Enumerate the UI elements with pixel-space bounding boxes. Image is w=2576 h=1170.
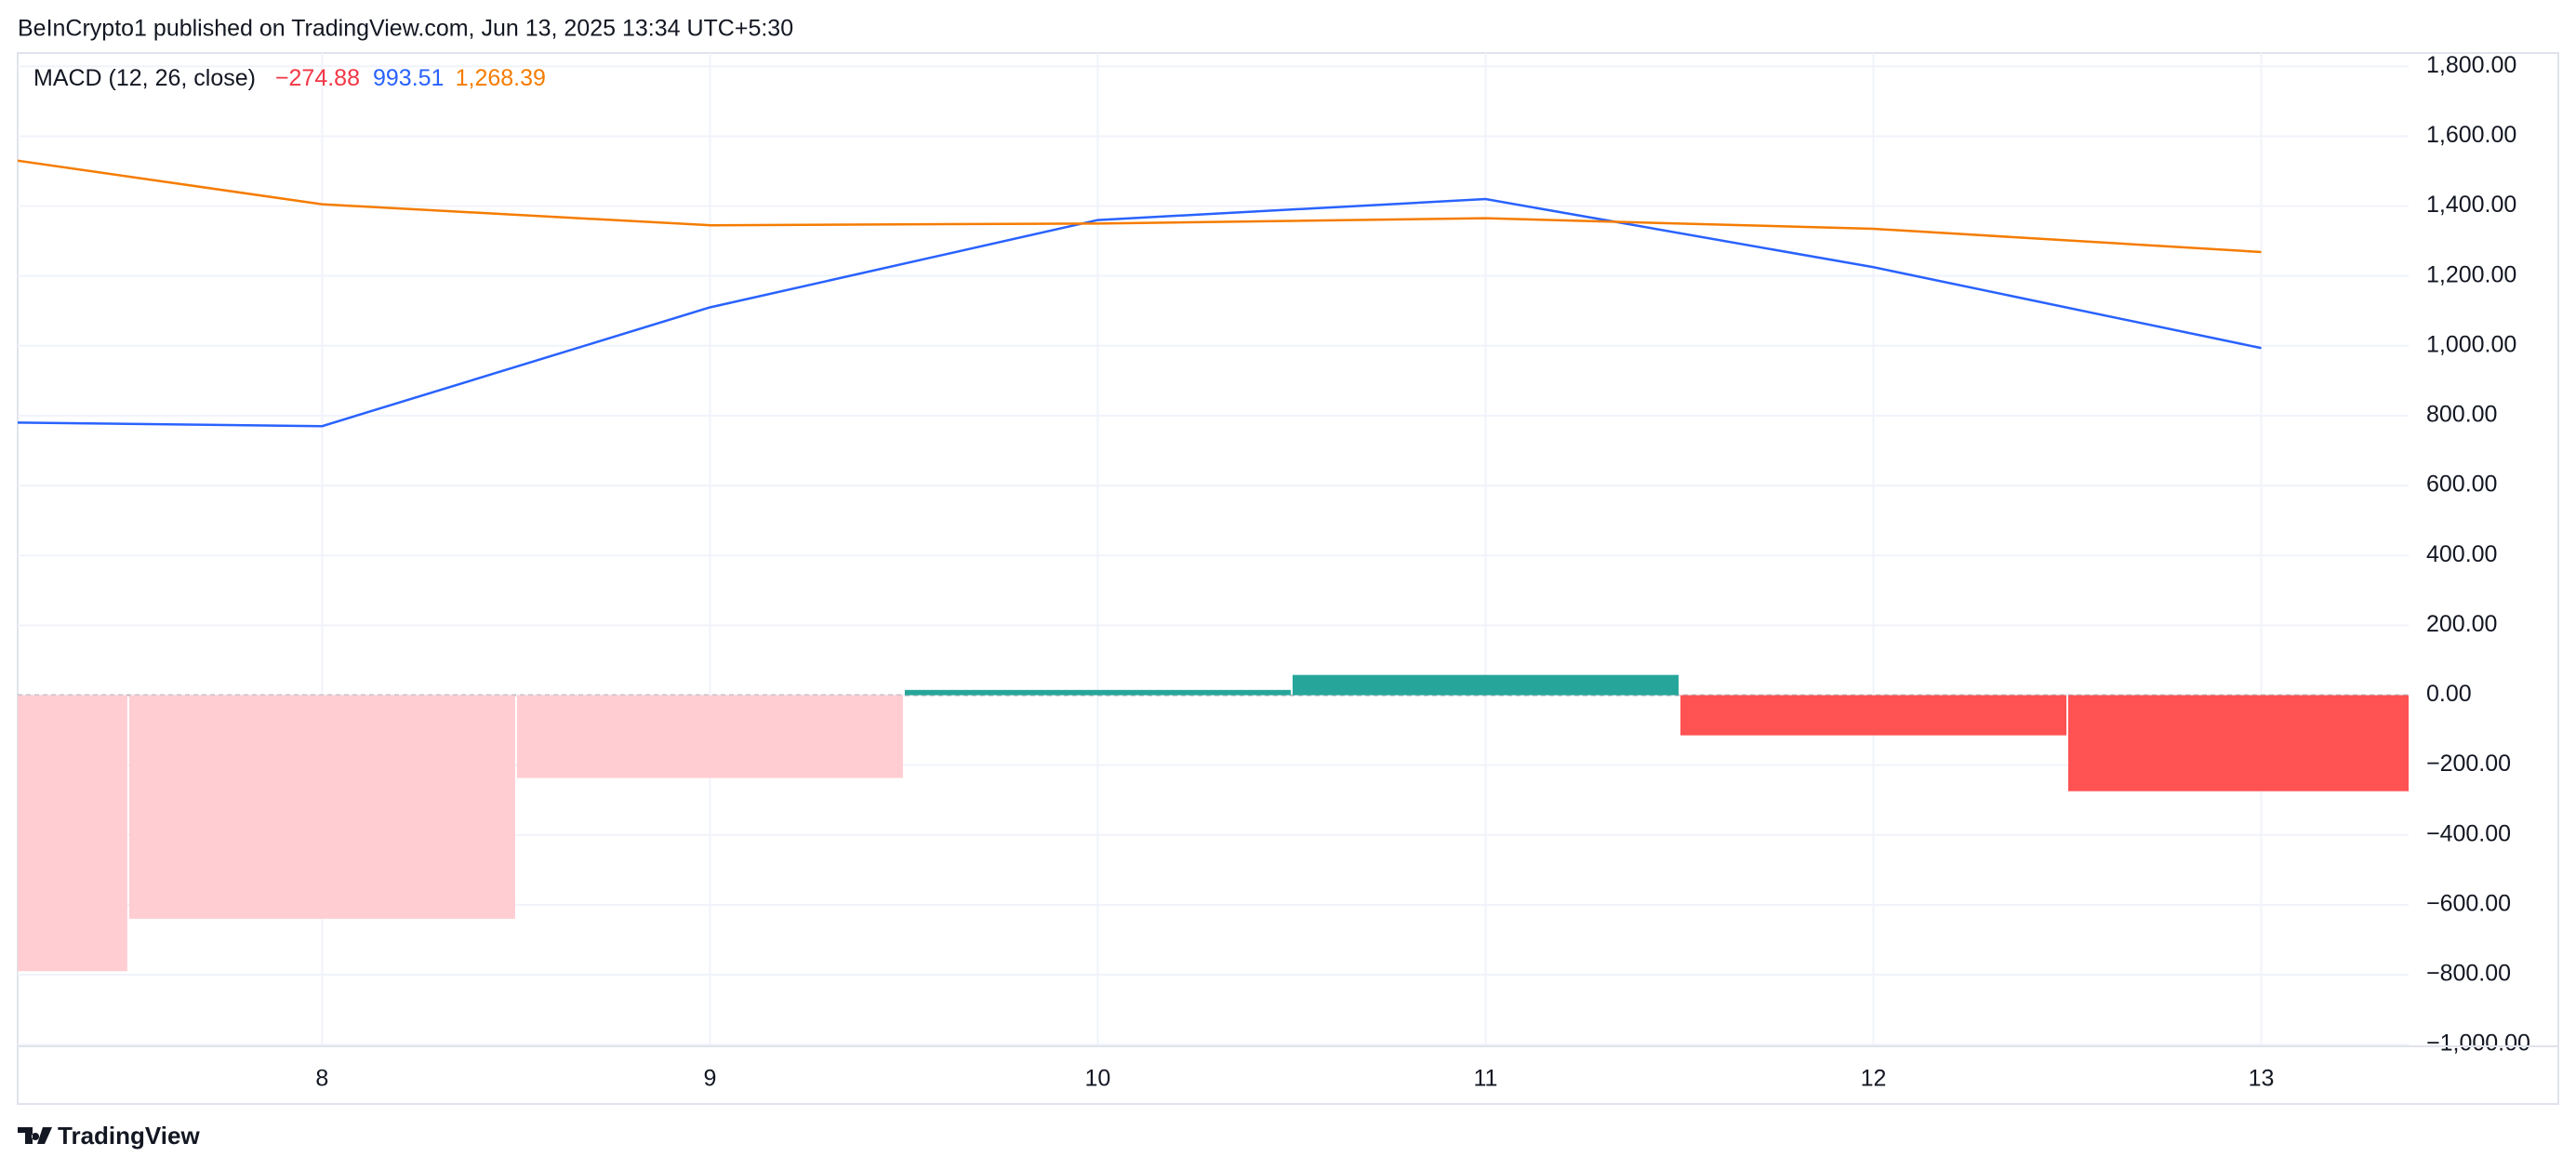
y-tick-label: 1,000.00 bbox=[2426, 331, 2516, 357]
footer: TradingView bbox=[58, 1122, 200, 1150]
y-tick-label: 1,600.00 bbox=[2426, 122, 2516, 148]
y-tick-label: 400.00 bbox=[2426, 541, 2497, 567]
x-tick-label: 9 bbox=[703, 1066, 716, 1092]
y-tick-label: 600.00 bbox=[2426, 472, 2497, 498]
line-series bbox=[18, 159, 2262, 254]
header: BeInCrypto1 published on TradingView.com… bbox=[18, 16, 793, 42]
y-tick-label: −600.00 bbox=[2426, 890, 2511, 916]
y-tick-label: −400.00 bbox=[2426, 820, 2511, 846]
x-tick-label: 12 bbox=[1861, 1066, 1887, 1092]
x-tick-label: 8 bbox=[315, 1066, 328, 1092]
histogram-bar bbox=[904, 689, 1291, 696]
legend-value: −274.88 bbox=[275, 65, 360, 91]
x-tick-label: 11 bbox=[1473, 1066, 1497, 1092]
legend-value: 993.51 bbox=[373, 65, 444, 91]
legend-value: 1,268.39 bbox=[456, 65, 546, 91]
histogram-bar bbox=[2068, 695, 2409, 791]
y-tick-label: 800.00 bbox=[2426, 402, 2497, 428]
legend-title: MACD (12, 26, close) bbox=[33, 65, 256, 91]
x-tick-label: 13 bbox=[2249, 1066, 2275, 1092]
x-tick-label: 10 bbox=[1085, 1066, 1111, 1092]
y-tick-label: 1,400.00 bbox=[2426, 192, 2516, 218]
line-series bbox=[18, 197, 2262, 428]
clipped bbox=[18, 53, 2409, 1046]
histogram-bar bbox=[1680, 695, 2067, 736]
y-tick-label: −200.00 bbox=[2426, 751, 2511, 777]
y-tick-label: −800.00 bbox=[2426, 961, 2511, 987]
y-tick-label: 0.00 bbox=[2426, 681, 2472, 707]
tradingview-logo bbox=[18, 1127, 52, 1144]
histogram-bar bbox=[1292, 674, 1679, 696]
plot: 8 9 10 11 12 13 1,800.00 1,600.00 1,400.00 1,200.… bbox=[18, 52, 2558, 1092]
histogram-bar bbox=[128, 695, 515, 919]
y-tick-label: 200.00 bbox=[2426, 611, 2497, 637]
histogram-bar bbox=[18, 695, 127, 972]
y-tick-label: 1,200.00 bbox=[2426, 261, 2516, 287]
histogram-bar bbox=[516, 695, 903, 778]
y-tick-label: 1,800.00 bbox=[2426, 52, 2516, 78]
legend: MACD (12, 26, close) −274.88 993.51 1,268.… bbox=[33, 65, 546, 91]
pane-border bbox=[17, 52, 2559, 1105]
y-tick-label: −1,000.00 bbox=[2426, 1030, 2530, 1057]
